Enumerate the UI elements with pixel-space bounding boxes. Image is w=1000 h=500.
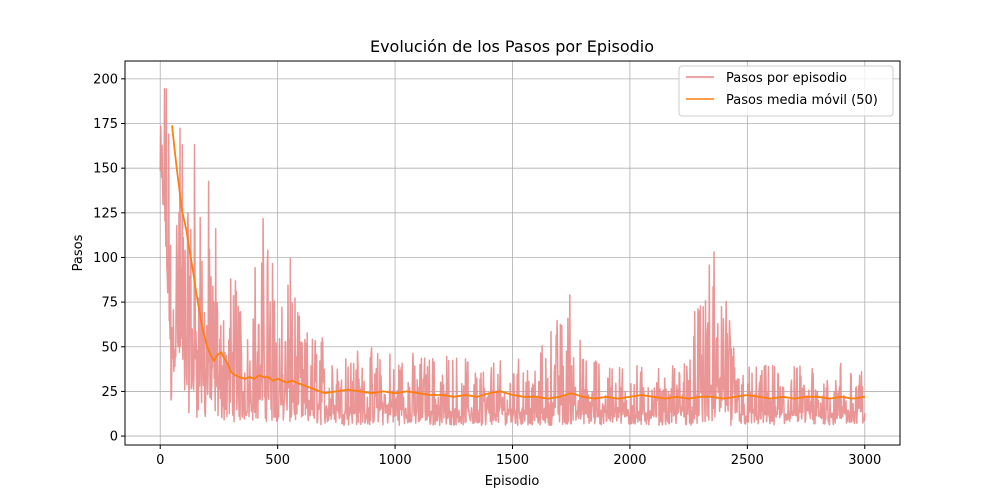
x-tick-label: 500 bbox=[265, 453, 290, 468]
series-line-pasos-por-episodio bbox=[159, 87, 866, 427]
series-line-media-movil bbox=[171, 125, 865, 400]
chart-title: Evolución de los Pasos por Episodio bbox=[370, 37, 654, 56]
y-tick-label: 100 bbox=[93, 251, 118, 266]
y-tick-label: 0 bbox=[110, 430, 118, 445]
y-tick-label: 175 bbox=[93, 117, 118, 132]
legend-label-pasos-por-episodio: Pasos por episodio bbox=[726, 71, 847, 86]
x-tick-label: 2000 bbox=[613, 453, 646, 468]
y-tick-label: 150 bbox=[93, 162, 118, 177]
x-tick-label: 1000 bbox=[379, 453, 412, 468]
x-axis-label: Episodio bbox=[485, 474, 540, 489]
y-tick-label: 25 bbox=[101, 385, 118, 400]
x-tick-label: 2500 bbox=[731, 453, 764, 468]
x-tick-label: 3000 bbox=[848, 453, 881, 468]
y-tick-label: 200 bbox=[93, 72, 118, 87]
x-tick-label: 0 bbox=[156, 453, 164, 468]
y-axis-label: Pasos bbox=[71, 234, 86, 271]
plot-area bbox=[159, 87, 866, 427]
legend-label-media-movil: Pasos media móvil (50) bbox=[726, 93, 878, 108]
x-axis-ticks: 0 500 1000 1500 2000 2500 3000 bbox=[156, 445, 881, 468]
y-axis-ticks: 0 25 50 75 100 125 150 175 200 bbox=[93, 72, 125, 445]
y-tick-label: 75 bbox=[101, 296, 118, 311]
x-tick-label: 1500 bbox=[496, 453, 529, 468]
y-tick-label: 50 bbox=[101, 340, 118, 355]
y-tick-label: 125 bbox=[93, 206, 118, 221]
legend: Pasos por episodio Pasos media móvil (50… bbox=[678, 65, 894, 117]
legend-box bbox=[678, 65, 894, 117]
